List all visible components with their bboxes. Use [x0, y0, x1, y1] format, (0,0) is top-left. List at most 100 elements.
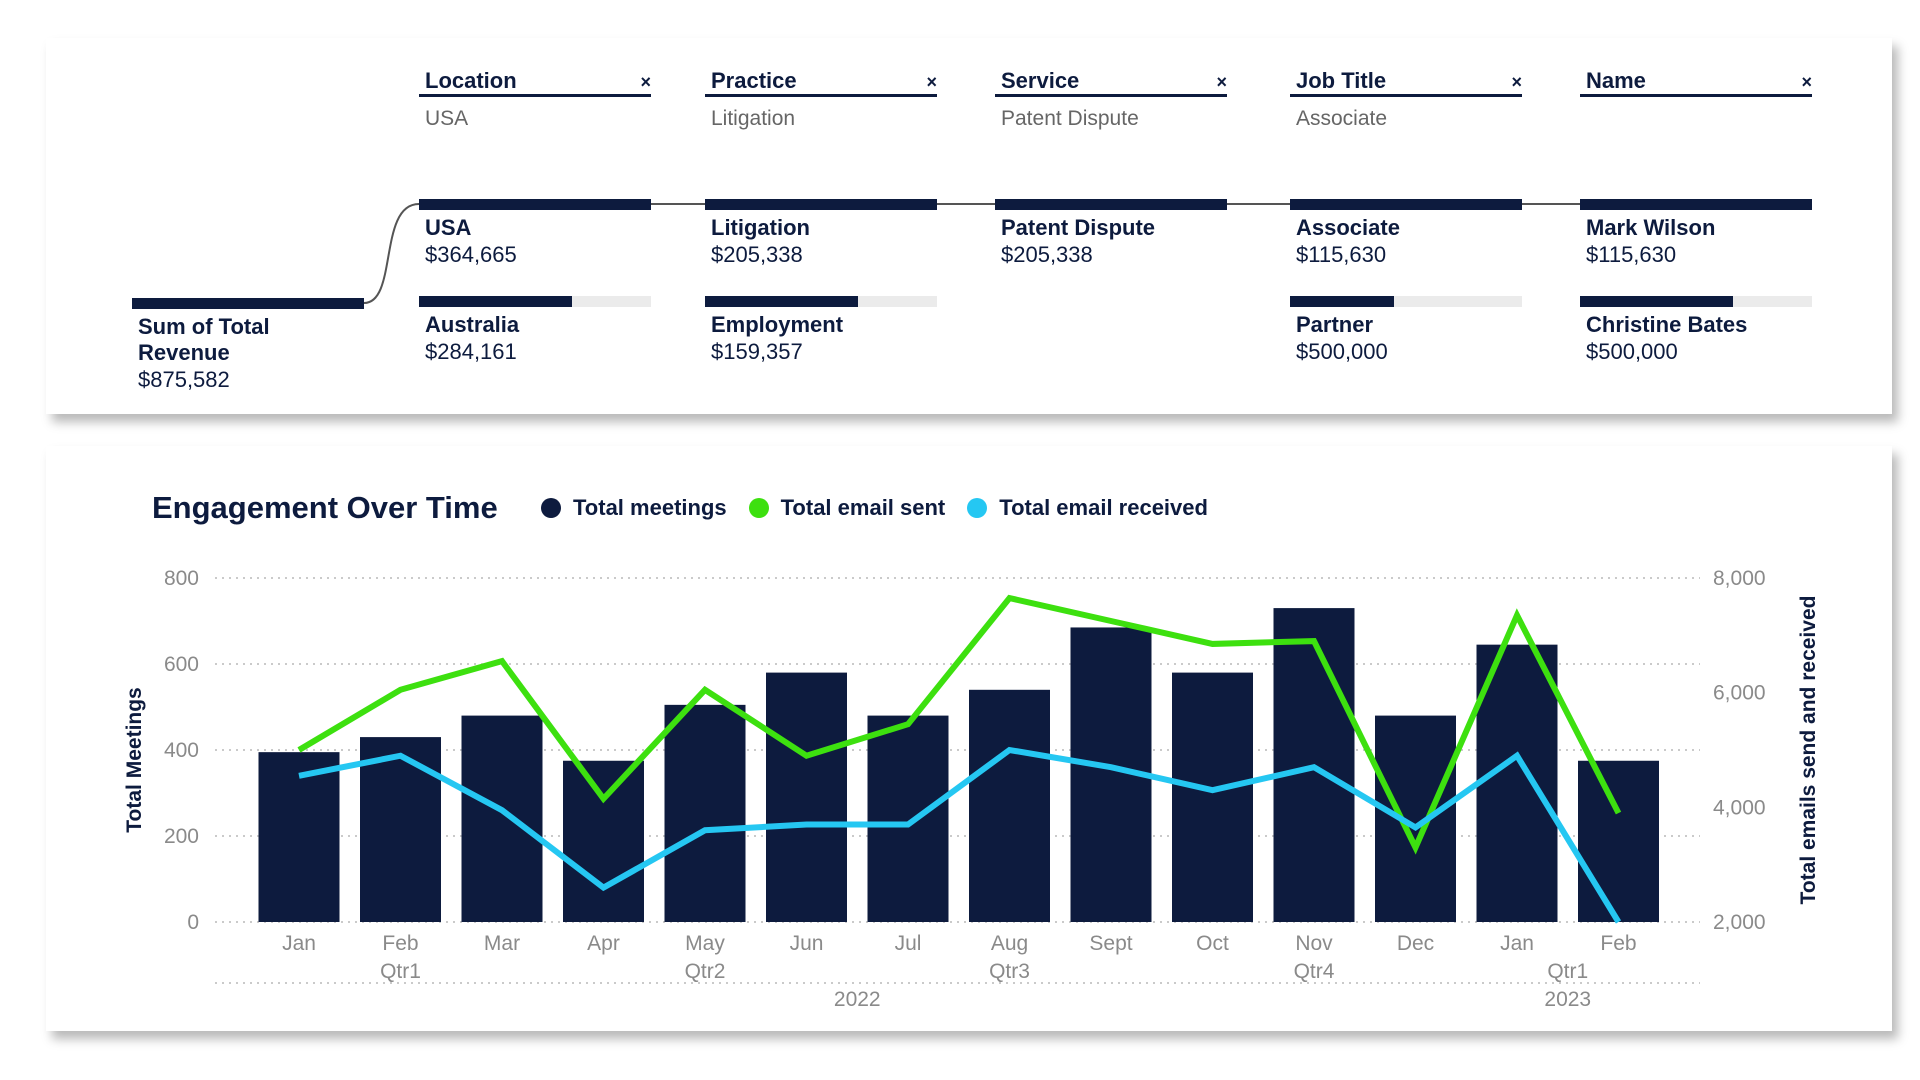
node-value: $364,665 [425, 242, 517, 267]
x-tick-label: Feb [1600, 932, 1636, 955]
tree-root-node[interactable]: Sum of Total Revenue $875,582 [132, 298, 364, 394]
bar-total-meetings [969, 689, 1050, 922]
x-tick-label: Nov [1295, 932, 1333, 955]
y-tick-label-left: 200 [164, 825, 199, 848]
bar-total-meetings [1476, 644, 1558, 922]
bar-total-meetings [1172, 672, 1253, 922]
tree-node[interactable]: Mark Wilson $115,630 [1580, 199, 1812, 269]
close-icon[interactable]: × [926, 72, 937, 92]
x-tick-label: Sept [1089, 932, 1132, 955]
x-tick-label: Apr [587, 932, 620, 955]
legend-label: Total email sent [780, 495, 946, 520]
filter-practice: Practice × Litigation [705, 68, 937, 131]
node-bar [132, 298, 364, 309]
legend-label: Total meetings [573, 495, 727, 520]
x-quarter-label: Qtr2 [685, 960, 726, 983]
y-tick-label-right: 8,000 [1713, 567, 1766, 590]
node-bar-fill [1290, 199, 1522, 210]
x-tick-label: Dec [1397, 932, 1434, 955]
line-total-email-sent [297, 594, 1622, 855]
node-label: Partner [1296, 312, 1374, 337]
node-bar [1580, 199, 1812, 210]
x-tick-label: Aug [991, 932, 1028, 955]
bar-total-meetings [258, 752, 340, 922]
chart-title: Engagement Over Time [152, 490, 498, 525]
x-quarter-label: Qtr1 [380, 960, 421, 983]
close-icon[interactable]: × [640, 72, 651, 92]
node-value: $205,338 [711, 242, 803, 267]
filter-job-title: Job Title × Associate [1290, 68, 1522, 131]
node-value: $159,357 [711, 339, 803, 364]
tree-node[interactable]: Patent Dispute $205,338 [995, 199, 1227, 269]
decomposition-tree-card [46, 38, 1892, 414]
tree-node[interactable]: Australia $284,161 [419, 296, 651, 366]
close-icon[interactable]: × [1801, 72, 1812, 92]
y-tick-label-right: 4,000 [1713, 796, 1766, 819]
bar-total-meetings [1375, 715, 1456, 922]
x-tick-label: Mar [484, 932, 520, 955]
y-tick-label-left: 0 [187, 911, 199, 934]
y-tick-label-right: 6,000 [1713, 682, 1766, 705]
node-label: Employment [711, 312, 844, 337]
bar-total-meetings [563, 760, 644, 922]
node-value: $500,000 [1296, 339, 1388, 364]
filter-header: Practice × [705, 68, 937, 97]
filter-header: Location × [419, 68, 651, 97]
bar-total-meetings [664, 704, 746, 922]
filter-name: Name × [1580, 68, 1812, 107]
tree-node[interactable]: Litigation $205,338 [705, 199, 937, 269]
node-value: $500,000 [1586, 339, 1678, 364]
node-label: Mark Wilson [1586, 215, 1716, 240]
node-bar [995, 199, 1227, 210]
y-tick-label-right: 2,000 [1713, 911, 1766, 934]
node-bar [419, 199, 651, 210]
x-year-label: 2022 [834, 988, 881, 1011]
x-tick-label: Jul [895, 932, 922, 955]
filter-label: Practice [711, 68, 797, 93]
legend-item-meetings[interactable]: Total meetings [541, 495, 727, 521]
tree-node[interactable]: Associate $115,630 [1290, 199, 1522, 269]
filter-label: Name [1586, 68, 1646, 93]
tree-node[interactable]: Employment $159,357 [705, 296, 937, 366]
tree-node[interactable]: Partner $500,000 [1290, 296, 1522, 366]
y-axis-title-right: Total emails send and received [1797, 596, 1820, 905]
filter-location: Location × USA [419, 68, 651, 131]
node-bar [1290, 199, 1522, 210]
node-bar-fill [419, 199, 651, 210]
y-tick-label-left: 800 [164, 567, 199, 590]
line-total-email-received [298, 746, 1622, 924]
bar-total-meetings [867, 715, 949, 922]
legend-item-email-sent[interactable]: Total email sent [748, 495, 946, 521]
x-quarter-label: Qtr4 [1294, 960, 1335, 983]
legend-marker [967, 498, 988, 518]
node-bar-fill [132, 298, 364, 309]
y-tick-label-left: 400 [164, 739, 199, 762]
node-bar-fill [1580, 296, 1734, 307]
x-tick-label: Feb [382, 932, 418, 955]
node-label: USA [425, 215, 472, 240]
close-icon[interactable]: × [1216, 72, 1227, 92]
tree-node[interactable]: Christine Bates $500,000 [1580, 296, 1812, 366]
close-icon[interactable]: × [1511, 72, 1522, 92]
x-tick-label: Jan [282, 932, 316, 955]
filter-header: Service × [995, 68, 1227, 97]
filter-label: Location [425, 68, 517, 93]
legend-marker [541, 498, 561, 518]
node-bar [1580, 296, 1812, 307]
bar-total-meetings [1578, 760, 1659, 922]
x-tick-label: Oct [1196, 932, 1229, 955]
bar-total-meetings [461, 715, 543, 922]
node-bar-fill [995, 199, 1227, 210]
filter-value: Patent Dispute [1001, 107, 1139, 130]
legend-item-email-received[interactable]: Total email received [967, 495, 1208, 521]
x-tick-label: Jun [790, 932, 824, 955]
node-label: Patent Dispute [1001, 215, 1156, 240]
x-tick-label: Jan [1500, 932, 1534, 955]
tree-node[interactable]: USA $364,665 [419, 199, 651, 269]
legend-label: Total email received [999, 495, 1208, 520]
node-label: Australia [425, 312, 520, 337]
node-label: Litigation [711, 215, 810, 240]
x-quarter-label: Qtr1 [1547, 960, 1588, 983]
node-value: $875,582 [138, 367, 230, 392]
